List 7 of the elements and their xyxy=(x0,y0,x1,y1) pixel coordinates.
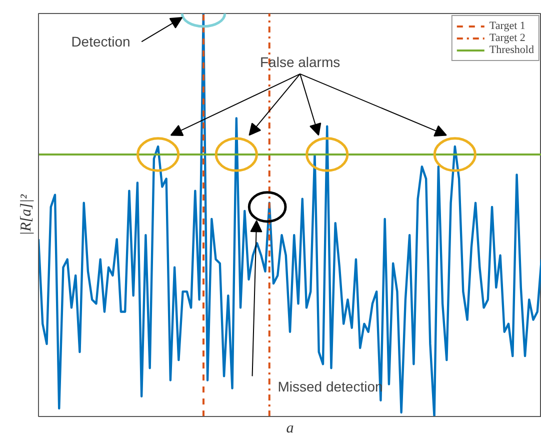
annotation: False alarms xyxy=(260,54,340,70)
x-axis-title: a xyxy=(286,420,294,436)
y-axis-title: |R[a]|² xyxy=(18,194,34,236)
text: Target 1 xyxy=(489,20,526,32)
annotation: Detection xyxy=(71,34,130,50)
legend-label: Threshold xyxy=(489,44,534,56)
text: Target 2 xyxy=(489,32,526,44)
